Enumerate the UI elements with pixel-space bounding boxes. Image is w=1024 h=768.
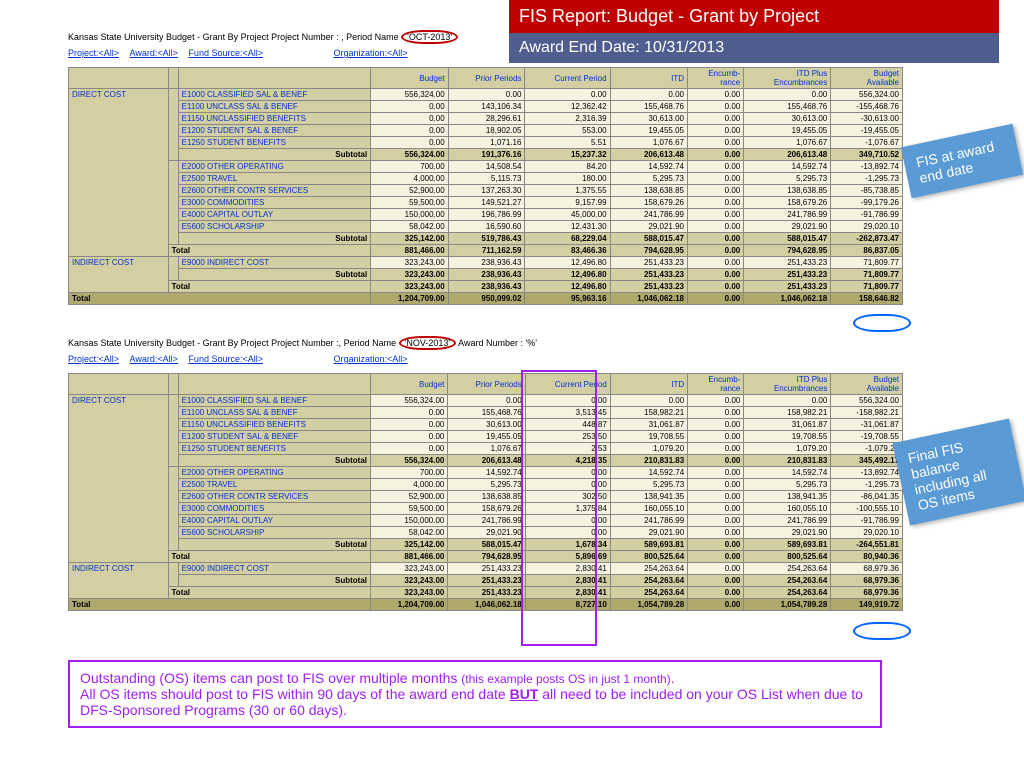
report1-header-text: Kansas State University Budget - Grant B…: [68, 32, 399, 42]
report2-period: 'NOV-2013': [399, 336, 456, 350]
explain-l2b: BUT: [510, 686, 539, 702]
callout-final-balance: Final FIS balance including all OS items: [893, 419, 1024, 526]
filter-org-2[interactable]: Organization:<All>: [334, 354, 408, 364]
callout-fis-at-end: FIS at award end date: [901, 124, 1023, 199]
report2-filters: Project:<All> Award:<All> Fund Source:<A…: [68, 354, 416, 364]
explain-l1a: Outstanding (OS) items can post to FIS o…: [80, 670, 461, 686]
filter-fund[interactable]: Fund Source:<All>: [188, 48, 263, 58]
report1-table: BudgetPrior PeriodsCurrent PeriodITDEncu…: [68, 67, 903, 305]
title-banner: FIS Report: Budget - Grant by Project Aw…: [509, 0, 999, 63]
report1-filters: Project:<All> Award:<All> Fund Source:<A…: [68, 48, 416, 58]
explain-l2a: All OS items should post to FIS within 9…: [80, 686, 510, 702]
report2-header-text: Kansas State University Budget - Grant B…: [68, 338, 396, 348]
explain-l1b: (this example posts OS in just 1 month): [461, 672, 670, 686]
filter-award-2[interactable]: Award:<All>: [130, 354, 178, 364]
budget-available-circle-1: [853, 314, 911, 332]
filter-award[interactable]: Award:<All>: [130, 48, 178, 58]
filter-org[interactable]: Organization:<All>: [334, 48, 408, 58]
filter-project-2[interactable]: Project:<All>: [68, 354, 119, 364]
filter-project[interactable]: Project:<All>: [68, 48, 119, 58]
report2-suffix: Award Number : '%': [458, 338, 537, 348]
explanation-box: Outstanding (OS) items can post to FIS o…: [68, 660, 882, 728]
filter-fund-2[interactable]: Fund Source:<All>: [188, 354, 263, 364]
report2-header: Kansas State University Budget - Grant B…: [68, 336, 537, 350]
report2-table: BudgetPrior PeriodsCurrent PeriodITDEncu…: [68, 373, 903, 611]
report1-period: 'OCT-2013': [401, 30, 458, 44]
banner-subtitle: Award End Date: 10/31/2013: [509, 33, 999, 63]
budget-available-circle-2: [853, 622, 911, 640]
banner-title: FIS Report: Budget - Grant by Project: [509, 0, 999, 33]
report1-header: Kansas State University Budget - Grant B…: [68, 30, 458, 44]
